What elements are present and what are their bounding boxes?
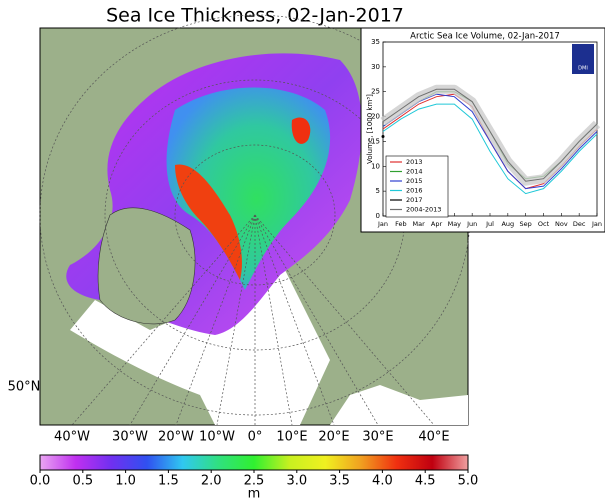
colorbar-tick-label: 5.0 xyxy=(458,474,479,489)
map-title: Sea Ice Thickness, 02-Jan-2017 xyxy=(106,5,404,27)
lon-label: 30°E xyxy=(362,430,393,445)
colorbar-tick-label: 2.5 xyxy=(244,474,265,489)
legend-label: 2015 xyxy=(406,177,423,185)
y-tick-label: 5 xyxy=(376,187,380,195)
legend-label: 2017 xyxy=(406,196,423,204)
colorbar-tick-label: 2.0 xyxy=(201,474,222,489)
y-tick-label: 0 xyxy=(376,212,380,220)
open-ocean xyxy=(330,385,468,425)
y-tick-label: 10 xyxy=(371,162,380,170)
y-tick-label: 25 xyxy=(371,88,380,96)
x-tick-label: Dec xyxy=(573,220,586,228)
lon-label: 0° xyxy=(248,430,263,445)
logo xyxy=(572,44,594,74)
ice-thick xyxy=(175,164,242,280)
colorbar-tick-label: 1.5 xyxy=(158,474,179,489)
legend-label: 2013 xyxy=(406,158,423,166)
legend-label: 2004-2013 xyxy=(406,206,441,214)
y-tick-label: 35 xyxy=(371,38,380,46)
colorbar-tick-label: 4.0 xyxy=(372,474,393,489)
legend-box xyxy=(385,155,449,218)
logo-text: DMI xyxy=(578,66,588,72)
series-line xyxy=(382,103,598,195)
greenland xyxy=(97,207,196,325)
colorbar-tick-label: 3.5 xyxy=(329,474,350,489)
ice-medium xyxy=(166,87,331,290)
series-line xyxy=(382,88,598,182)
x-tick-label: Jan xyxy=(591,220,602,228)
lon-label: 10°W xyxy=(199,430,235,445)
x-tick-label: Mar xyxy=(413,220,426,228)
colorbar xyxy=(39,454,469,471)
x-tick-label: May xyxy=(448,220,462,228)
ice-thick xyxy=(291,117,311,144)
x-tick-label: Jun xyxy=(466,220,477,228)
y-tick-label: 20 xyxy=(371,113,380,121)
inset-title: Arctic Sea Ice Volume, 02-Jan-2017 xyxy=(410,32,560,42)
x-tick-label: Nov xyxy=(555,220,568,228)
series-point xyxy=(381,134,385,138)
legend-label: 2014 xyxy=(406,168,423,176)
y-axis-label: Volume, [1000 km³] xyxy=(366,94,374,164)
colorbar-tick-label: 1.0 xyxy=(115,474,136,489)
x-tick-label: Oct xyxy=(538,220,550,228)
x-tick-label: Jan xyxy=(377,220,388,228)
lon-label: 10°E xyxy=(276,430,307,445)
x-tick-label: Jul xyxy=(485,220,494,228)
lon-label: 40°E xyxy=(418,430,449,445)
x-tick-label: Apr xyxy=(431,220,443,228)
lat-label: 50°N xyxy=(8,380,41,395)
x-tick-label: Sep xyxy=(520,220,532,228)
lon-label: 40°W xyxy=(54,430,90,445)
y-tick-label: 15 xyxy=(371,137,380,145)
colorbar-tick-label: 4.5 xyxy=(415,474,436,489)
colorbar-tick-label: 0.5 xyxy=(72,474,93,489)
y-tick-label: 30 xyxy=(371,63,380,71)
colorbar-tick-label: 3.0 xyxy=(286,474,307,489)
lon-label: 20°W xyxy=(158,430,194,445)
x-tick-label: Aug xyxy=(501,220,514,228)
colorbar-unit: m xyxy=(248,487,261,502)
lon-label: 30°W xyxy=(112,430,148,445)
colorbar-tick-label: 0.0 xyxy=(30,474,51,489)
lon-label: 20°E xyxy=(318,430,349,445)
x-tick-label: Feb xyxy=(395,220,407,228)
legend-label: 2016 xyxy=(406,187,423,195)
